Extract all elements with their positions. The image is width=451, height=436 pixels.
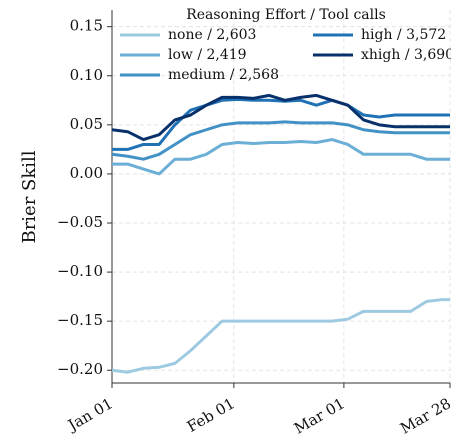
- x-tick-label: Mar 28: [397, 394, 451, 436]
- legend-label: medium / 2,568: [168, 67, 279, 83]
- y-tick-label: −0.20: [57, 360, 103, 378]
- y-tick-label: −0.10: [57, 262, 103, 280]
- x-tick-label: Jan 01: [63, 394, 116, 435]
- legend-label: none / 2,603: [168, 27, 256, 43]
- legend-label: xhigh / 3,690: [361, 47, 451, 63]
- x-tick-label: Mar 01: [291, 394, 348, 436]
- legend-label: high / 3,572: [361, 27, 446, 43]
- x-tick-label: Feb 01: [184, 394, 238, 436]
- y-tick-label: −0.15: [57, 311, 103, 329]
- y-tick-label: 0.10: [70, 66, 103, 84]
- legend-label: low / 2,419: [168, 47, 247, 63]
- y-tick-label: −0.05: [57, 213, 103, 231]
- series-line: [111, 93, 450, 142]
- y-tick-label: 0.05: [70, 115, 103, 133]
- y-tick-label: 0.15: [70, 17, 103, 35]
- y-tick-label: 0.00: [70, 164, 103, 182]
- series-line: [111, 120, 450, 161]
- y-axis-label: Brier Skill: [19, 150, 40, 243]
- legend-title: Reasoning Effort / Tool calls: [186, 7, 386, 23]
- series-line: [112, 138, 450, 176]
- series-line: [111, 298, 450, 374]
